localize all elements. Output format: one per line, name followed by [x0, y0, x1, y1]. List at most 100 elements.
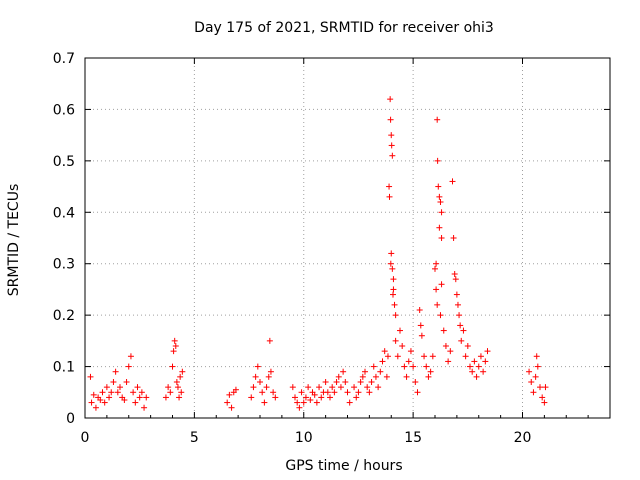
data-point	[440, 327, 447, 334]
x-tick-label: 5	[190, 430, 199, 446]
data-point	[454, 301, 461, 308]
data-point	[248, 394, 255, 401]
data-point	[121, 397, 128, 403]
data-point	[103, 384, 110, 391]
data-point	[327, 394, 333, 401]
x-axis-ticks: 0 5 10 15 20	[81, 58, 589, 446]
data-point	[114, 389, 121, 396]
data-point	[458, 337, 465, 344]
data-point	[401, 363, 408, 370]
data-point	[530, 389, 537, 396]
data-point	[364, 384, 371, 391]
data-point	[434, 116, 441, 123]
data-point	[171, 337, 178, 344]
y-tick-label: 0.1	[53, 360, 75, 376]
data-point	[418, 332, 425, 339]
y-tick-label: 0.3	[53, 257, 75, 273]
data-point	[436, 193, 443, 200]
data-point	[316, 384, 323, 391]
data-point	[475, 363, 482, 370]
data-point	[541, 399, 548, 406]
data-point	[435, 183, 442, 190]
data-point	[532, 373, 539, 380]
data-point	[471, 358, 478, 365]
data-point	[389, 152, 396, 159]
data-point	[272, 394, 279, 401]
data-point	[457, 322, 464, 329]
data-point	[125, 363, 132, 370]
data-point	[300, 399, 307, 406]
data-point	[392, 312, 399, 319]
data-point	[383, 373, 390, 380]
data-point	[425, 373, 432, 380]
data-point	[87, 373, 94, 380]
data-point	[292, 394, 298, 401]
data-point	[368, 379, 375, 385]
data-point	[337, 384, 344, 391]
data-point	[254, 363, 261, 370]
data-point	[117, 384, 123, 391]
data-point	[232, 386, 239, 393]
x-tick-label: 10	[295, 430, 313, 446]
data-point	[442, 343, 449, 349]
data-point	[362, 368, 368, 375]
y-tick-label: 0.7	[53, 51, 75, 67]
data-point	[410, 363, 417, 370]
data-point	[170, 348, 177, 355]
data-point	[450, 235, 457, 241]
data-point	[377, 368, 384, 375]
data-point	[173, 379, 180, 385]
data-point	[392, 337, 399, 344]
data-point	[397, 327, 403, 334]
data-point	[389, 265, 396, 272]
data-point	[372, 373, 379, 380]
data-point	[387, 260, 394, 267]
x-axis-label: GPS time / hours	[285, 458, 402, 474]
data-point	[390, 286, 397, 293]
data-point	[97, 397, 104, 403]
data-point	[433, 286, 440, 293]
data-point	[335, 373, 342, 380]
data-point	[263, 384, 270, 391]
data-point	[451, 271, 458, 277]
grid	[85, 58, 610, 418]
data-point	[403, 373, 410, 380]
x-tick-label: 20	[514, 430, 532, 446]
data-point	[437, 199, 444, 205]
data-point	[296, 404, 303, 411]
data-point	[179, 368, 186, 375]
data-point	[453, 291, 460, 298]
data-point	[228, 404, 235, 411]
data-point	[460, 327, 467, 334]
data-point	[357, 379, 364, 385]
data-point	[324, 389, 331, 396]
data-point	[329, 384, 336, 391]
data-point	[399, 343, 406, 349]
x-tick-label: 15	[404, 430, 422, 446]
data-point	[394, 353, 401, 360]
data-point	[390, 276, 397, 283]
data-point	[482, 358, 489, 365]
data-point	[344, 389, 351, 396]
data-point	[127, 353, 134, 360]
data-point	[414, 389, 421, 396]
data-point	[134, 384, 141, 391]
y-tick-label: 0	[66, 411, 75, 427]
data-point	[355, 389, 362, 396]
data-point	[130, 389, 137, 396]
data-point	[110, 379, 117, 385]
data-point	[106, 394, 113, 401]
data-point	[423, 363, 430, 370]
data-point	[340, 368, 347, 375]
data-point	[539, 394, 546, 401]
data-point	[421, 353, 428, 360]
data-point	[141, 404, 148, 411]
x-tick-label: 0	[81, 430, 90, 446]
data-point	[438, 235, 445, 241]
data-point	[333, 379, 340, 385]
data-point	[108, 389, 115, 396]
data-point	[226, 391, 233, 398]
data-point	[542, 384, 549, 391]
data-point	[387, 96, 394, 103]
data-point	[388, 132, 395, 139]
